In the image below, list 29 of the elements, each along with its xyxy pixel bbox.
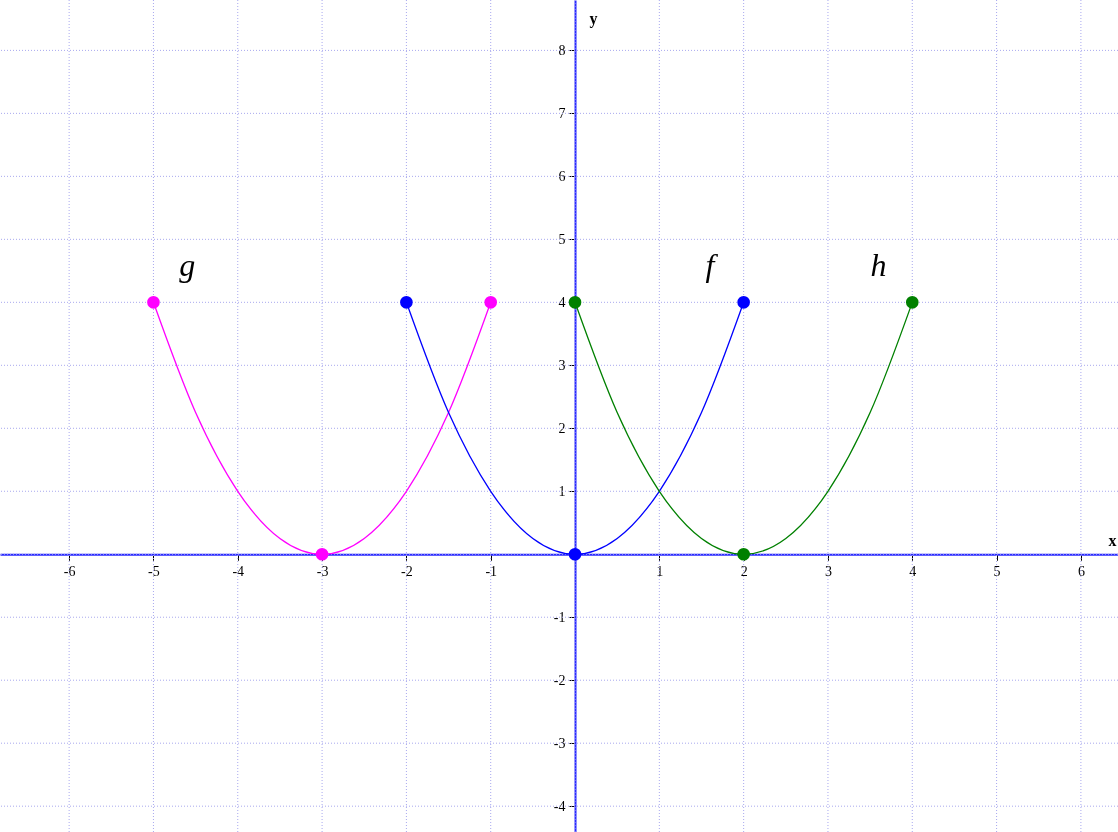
y-tick-label: 2 (558, 420, 566, 436)
y-tick-label: 1 (558, 483, 566, 499)
x-tick-label: 6 (1077, 563, 1085, 579)
y-tick-label: -1 (553, 609, 566, 625)
y-tick-label: 3 (558, 357, 566, 373)
y-tick-label: 4 (558, 294, 566, 310)
x-tick-label: -2 (401, 563, 413, 579)
x-tick-label: -6 (63, 563, 76, 579)
series-label: g (179, 247, 196, 284)
series-label: h (870, 247, 887, 284)
y-tick-label: 5 (558, 231, 566, 247)
y-tick-label: 8 (558, 42, 566, 58)
x-tick-label: 2 (740, 563, 748, 579)
series-label: f (705, 247, 719, 284)
x-axis-title: x (1108, 531, 1117, 549)
y-tick-label: -3 (553, 735, 566, 751)
x-tick-label: 3 (824, 563, 832, 579)
y-tick-label: 7 (558, 105, 566, 121)
x-tick-label: 4 (909, 563, 917, 579)
x-tick-label: 5 (993, 563, 1001, 579)
y-tick-label: -2 (553, 672, 566, 688)
y-tick-label: 6 (558, 168, 566, 184)
x-tick-label: 1 (656, 563, 664, 579)
x-tick-label: -3 (316, 563, 329, 579)
y-axis-title: y (589, 9, 598, 28)
x-tick-label: -5 (148, 563, 160, 579)
x-tick-label: -1 (485, 563, 498, 579)
y-tick-label: -4 (553, 798, 566, 814)
x-tick-label: -4 (232, 563, 245, 579)
